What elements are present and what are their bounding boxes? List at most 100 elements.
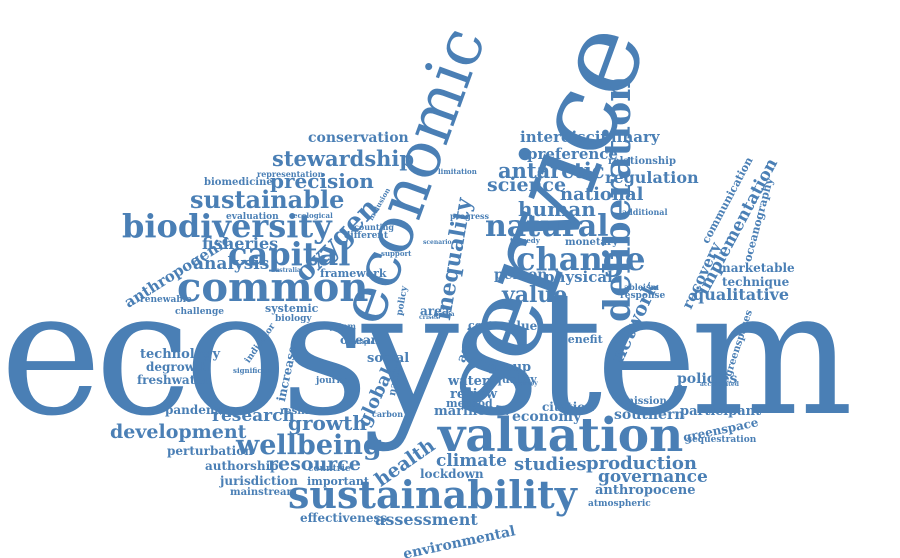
word-evaluation: evaluation — [226, 212, 279, 222]
word-support: support — [381, 249, 412, 258]
word-studies: studies — [514, 454, 587, 475]
word-response: response — [620, 291, 666, 301]
word-fisheries: fisheries — [202, 234, 279, 253]
word-counting: counting — [354, 222, 394, 232]
word-antarctic: antarctic — [498, 158, 605, 183]
word-significant: significant — [233, 366, 275, 375]
word-quality: quality — [494, 373, 537, 386]
word-effectiveness: effectiveness — [300, 511, 388, 525]
word-resource: resource — [268, 453, 361, 475]
word-perturbation: perturbation — [167, 444, 253, 458]
word-change: change — [516, 240, 646, 278]
word-economy: economy — [512, 409, 582, 425]
word-water: water — [448, 374, 489, 389]
word-group: group — [488, 360, 532, 375]
word-benefit: benefit — [560, 333, 603, 346]
word-monetary: monetary — [565, 237, 619, 248]
word-limitation: limitation — [438, 167, 477, 176]
word-australia: australia — [271, 267, 301, 274]
word-preference: preference — [527, 145, 618, 163]
word-anthropocene: anthropocene — [595, 483, 696, 498]
word-qualitative: qualitative — [693, 285, 790, 304]
word-governance: governance — [598, 467, 708, 487]
word-jurisdiction: jurisdiction — [220, 474, 298, 488]
word-important: important — [307, 475, 369, 488]
word-review: review — [450, 387, 498, 402]
word-person: person — [494, 267, 548, 283]
word-marketable: marketable — [718, 261, 795, 275]
word-area: area — [420, 304, 450, 318]
word-common: common — [177, 264, 369, 311]
word-technique: technique — [722, 275, 790, 289]
word-participant: participant — [680, 404, 762, 419]
word-precision: precision — [270, 169, 374, 193]
word-analysis: analysis — [193, 254, 270, 274]
word-emission: emission — [617, 396, 667, 407]
word-sequestration: sequestration — [687, 435, 757, 445]
word-relationship: relationship — [608, 156, 676, 167]
word-additional: additional — [622, 207, 668, 217]
word-environmental: environmental — [401, 523, 517, 558]
word-capital: capital — [228, 235, 351, 273]
word-regulation: regulation — [605, 168, 699, 187]
word-carbon: carbon — [372, 409, 404, 419]
word-freshwater: freshwater — [137, 373, 210, 387]
word-journal: journal — [316, 376, 353, 386]
word-ocean: ocean — [340, 333, 380, 347]
word-multiple: multiple — [346, 339, 375, 346]
word-stewardship: stewardship — [272, 146, 415, 171]
word-national: national — [560, 184, 644, 205]
word-biodiversity: biodiversity — [122, 207, 332, 245]
word-atmospheric: atmospheric — [588, 499, 651, 509]
word-mainstream: mainstream — [230, 487, 298, 498]
word-marine: marine — [434, 404, 486, 419]
word-human: human — [518, 197, 596, 221]
word-accelerated: accelerated — [700, 381, 739, 388]
word-scenario: scenario — [423, 239, 452, 246]
word-development: development — [110, 421, 247, 443]
word-growth: growth — [288, 411, 367, 435]
word-conservation: conservation — [308, 130, 409, 146]
word-sustainability: sustainability — [288, 472, 577, 517]
word-representation: representation — [257, 169, 324, 179]
word-climate: climate — [436, 451, 507, 471]
word-renewable: renewable — [140, 295, 192, 305]
word-different: different — [344, 231, 388, 241]
word-science: science — [487, 174, 567, 196]
word-natural: natural — [485, 209, 609, 244]
word-biology: biology — [275, 314, 312, 324]
word-production: production — [586, 453, 697, 474]
word-research: research — [212, 406, 295, 426]
word-degrowth: degrowth — [146, 360, 210, 374]
word-authorship: authorship — [205, 459, 279, 473]
word-assessment: assessment — [375, 510, 478, 529]
word-lockdown: lockdown — [420, 467, 484, 481]
word-countrie: countrie — [308, 464, 351, 474]
word-biomedicine: biomedicine — [204, 177, 273, 188]
word-wellbeing: wellbeing — [236, 430, 382, 461]
word-method: method — [446, 397, 493, 410]
word-technology: technology — [140, 347, 221, 362]
word-citation: citation — [542, 400, 595, 414]
word-interdisciplinary: interdisciplinary — [520, 128, 660, 146]
word-ecological: ecological — [293, 211, 333, 220]
word-blue: blue — [508, 319, 538, 333]
word-physical: physical — [544, 268, 613, 286]
word-framework: framework — [320, 267, 387, 280]
word-survey: survey — [516, 380, 538, 387]
word-challenge: challenge — [175, 307, 224, 317]
word-tragedy: tragedy — [510, 236, 540, 245]
word-resilience: resilience — [280, 406, 335, 417]
word-system: system — [325, 321, 356, 331]
word-ableism: ableism — [624, 282, 659, 292]
word-cost: cost — [468, 319, 494, 332]
word-southern: southern — [614, 407, 685, 423]
word-social: social — [367, 351, 410, 366]
word-sustainable: sustainable — [190, 185, 345, 214]
word-valuation: valuation — [438, 408, 684, 463]
word-media: media — [434, 311, 455, 318]
word-pandemic: pandemic — [165, 403, 231, 417]
word-crises: crises — [419, 314, 439, 321]
word-progress: progress — [450, 211, 490, 221]
